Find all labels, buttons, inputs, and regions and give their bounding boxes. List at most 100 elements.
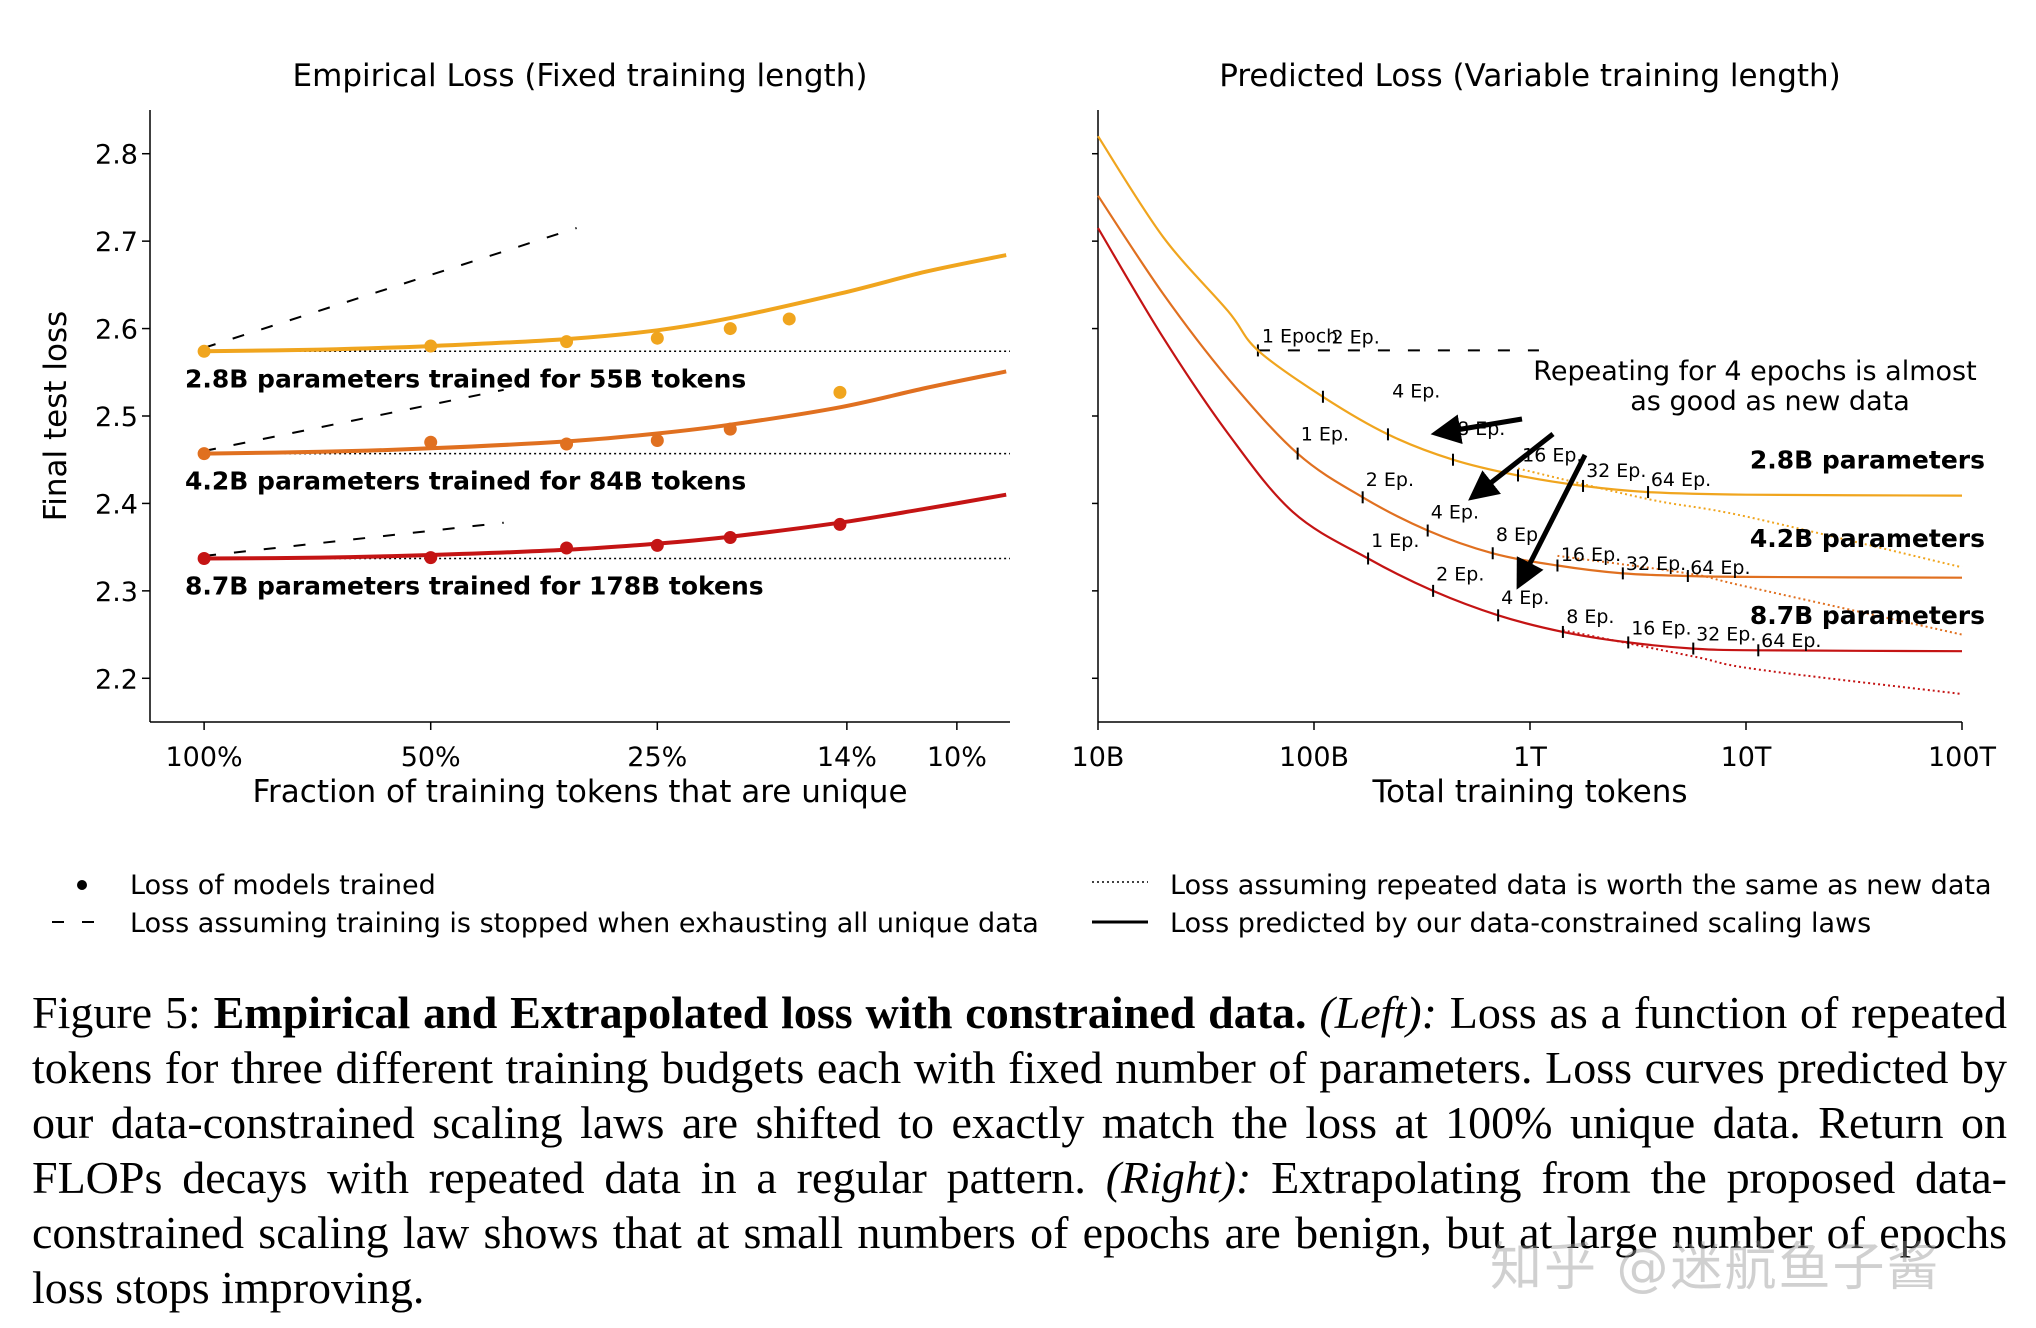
left-data-point [650,433,664,447]
left-dashed-line [203,521,504,557]
right-series-label: 2.8B parameters [1750,445,1985,474]
legend: Loss of models trained Loss assuming tra… [52,870,1992,939]
legend-dot-label: Loss of models trained [130,870,436,901]
left-chart-title: Empirical Loss (Fixed training length) [293,58,868,94]
left-data-point [723,531,737,545]
right-series-label: 8.7B parameters [1750,601,1985,630]
right-epoch-label: 64 Ep. [1761,630,1821,652]
left-y-axis-label: Final test loss [38,311,74,522]
right-annotation-line-1: Repeating for 4 epochs is almost [1533,356,1976,387]
right-series-curve [1097,227,1963,653]
left-chart: Empirical Loss (Fixed training length) F… [38,58,1010,810]
right-epoch-label: 32 Ep. [1696,624,1756,646]
caption-left-text: Loss as a function of repeated tokens fo… [32,987,2007,1203]
right-epoch-label: 1 Ep. [1301,423,1349,445]
left-data-point [424,339,438,353]
left-data-point [424,551,438,565]
right-epoch-label: 16 Ep. [1522,444,1582,466]
caption-right-label: (Right): [1105,1152,1252,1203]
left-data-point [197,447,211,461]
left-data-point [723,322,737,336]
legend-dashed-label: Loss assuming training is stopped when e… [130,908,1039,939]
left-data-point [833,385,847,399]
left-y-tick-label: 2.4 [95,489,138,520]
left-y-tick-label: 2.5 [95,402,138,433]
right-epoch-label: 32 Ep. [1586,460,1646,482]
left-x-tick-label: 25% [627,742,687,773]
left-series-curve [204,492,1007,561]
right-series-label: 4.2B parameters [1750,524,1985,553]
caption-prefix: Figure 5: [32,987,214,1038]
left-y-tick-label: 2.6 [95,315,138,346]
left-x-tick-label: 10% [927,742,987,773]
left-x-tick-label: 50% [401,742,461,773]
right-x-tick-label: 100T [1928,742,1997,773]
left-data-point [424,435,438,449]
left-series-label: 4.2B parameters trained for 84B tokens [185,467,746,496]
left-data-point [560,437,574,451]
annotation-arrow-3 [1516,453,1588,590]
right-epoch-label: 2 Ep. [1366,469,1414,491]
left-data-point [560,335,574,349]
right-epoch-label: 1 Ep. [1371,530,1419,552]
left-series-curve [204,369,1007,456]
right-chart-title: Predicted Loss (Variable training length… [1219,58,1841,94]
right-epoch-label: 1 Epoch [1262,325,1338,347]
left-data-point [833,517,847,531]
left-data-point [560,541,574,555]
left-series-label: 2.8B parameters trained for 55B tokens [185,364,746,393]
right-series-curve [1097,135,1963,497]
watermark: 知乎 @迷航鱼子酱 [1490,1238,1941,1298]
left-series-curve [204,253,1007,354]
annotation-arrow-1 [1430,414,1523,445]
right-epoch-label: 64 Ep. [1651,469,1711,491]
left-y-tick-label: 2.2 [95,664,138,695]
right-x-tick-label: 1T [1513,742,1547,773]
left-x-axis-label: Fraction of training tokens that are uni… [252,774,907,810]
legend-dot-marker [77,880,87,890]
right-series-curve [1097,195,1963,579]
right-epoch-label: 2 Ep. [1332,326,1380,348]
right-epoch-label: 4 Ep. [1392,381,1440,403]
right-epoch-label: 2 Ep. [1436,563,1484,585]
right-epoch-label: 4 Ep. [1501,587,1549,609]
left-data-point [650,538,664,552]
left-x-tick-label: 14% [817,742,877,773]
right-x-axis-label: Total training tokens [1371,774,1687,810]
caption-bold: Empirical and Extrapolated loss with con… [213,987,1307,1038]
right-annotation-line-2: as good as new data [1630,386,1910,417]
left-y-tick-label: 2.3 [95,577,138,608]
right-epoch-label: 64 Ep. [1690,557,1750,579]
right-epoch-label: 16 Ep. [1561,544,1621,566]
right-epoch-label: 32 Ep. [1626,553,1686,575]
right-epoch-label: 4 Ep. [1431,501,1479,523]
figure-caption: Figure 5: Empirical and Extrapolated los… [32,985,2007,1315]
caption-right-text: Extrapolating from the proposed data-con… [32,1152,2007,1313]
left-dashed-line [203,227,577,349]
caption-left-label: (Left): [1319,987,1437,1038]
left-data-point [723,422,737,436]
left-data-point [197,552,211,566]
legend-solid-label: Loss predicted by our data-constrained s… [1170,908,1871,939]
left-data-point [782,312,796,326]
right-x-tick-label: 10B [1072,742,1125,773]
left-x-tick-label: 100% [166,742,243,773]
right-chart: Predicted Loss (Variable training length… [1072,58,1997,810]
left-data-point [650,331,664,345]
right-x-tick-label: 100B [1279,742,1349,773]
left-plot-area: 2.2 2.3 2.4 2.5 2.6 2.7 2.8 100% 50% 25% 14% 10% 2.8… [95,110,1010,773]
left-y-tick-label: 2.7 [95,227,138,258]
left-y-tick-label: 2.8 [95,140,138,171]
left-dashed-line [203,388,504,452]
right-series-dotted [1557,554,1963,636]
right-x-tick-label: 10T [1721,742,1772,773]
right-epoch-label: 8 Ep. [1496,524,1544,546]
right-epoch-label: 8 Ep. [1566,606,1614,628]
right-epoch-label: 16 Ep. [1631,618,1691,640]
figure: Empirical Loss (Fixed training length) F… [38,58,1997,939]
left-data-point [197,344,211,358]
annotation-arrow-2 [1468,432,1555,501]
left-series-label: 8.7B parameters trained for 178B tokens [185,572,764,601]
legend-dotted-label: Loss assuming repeated data is worth the… [1170,870,1992,901]
